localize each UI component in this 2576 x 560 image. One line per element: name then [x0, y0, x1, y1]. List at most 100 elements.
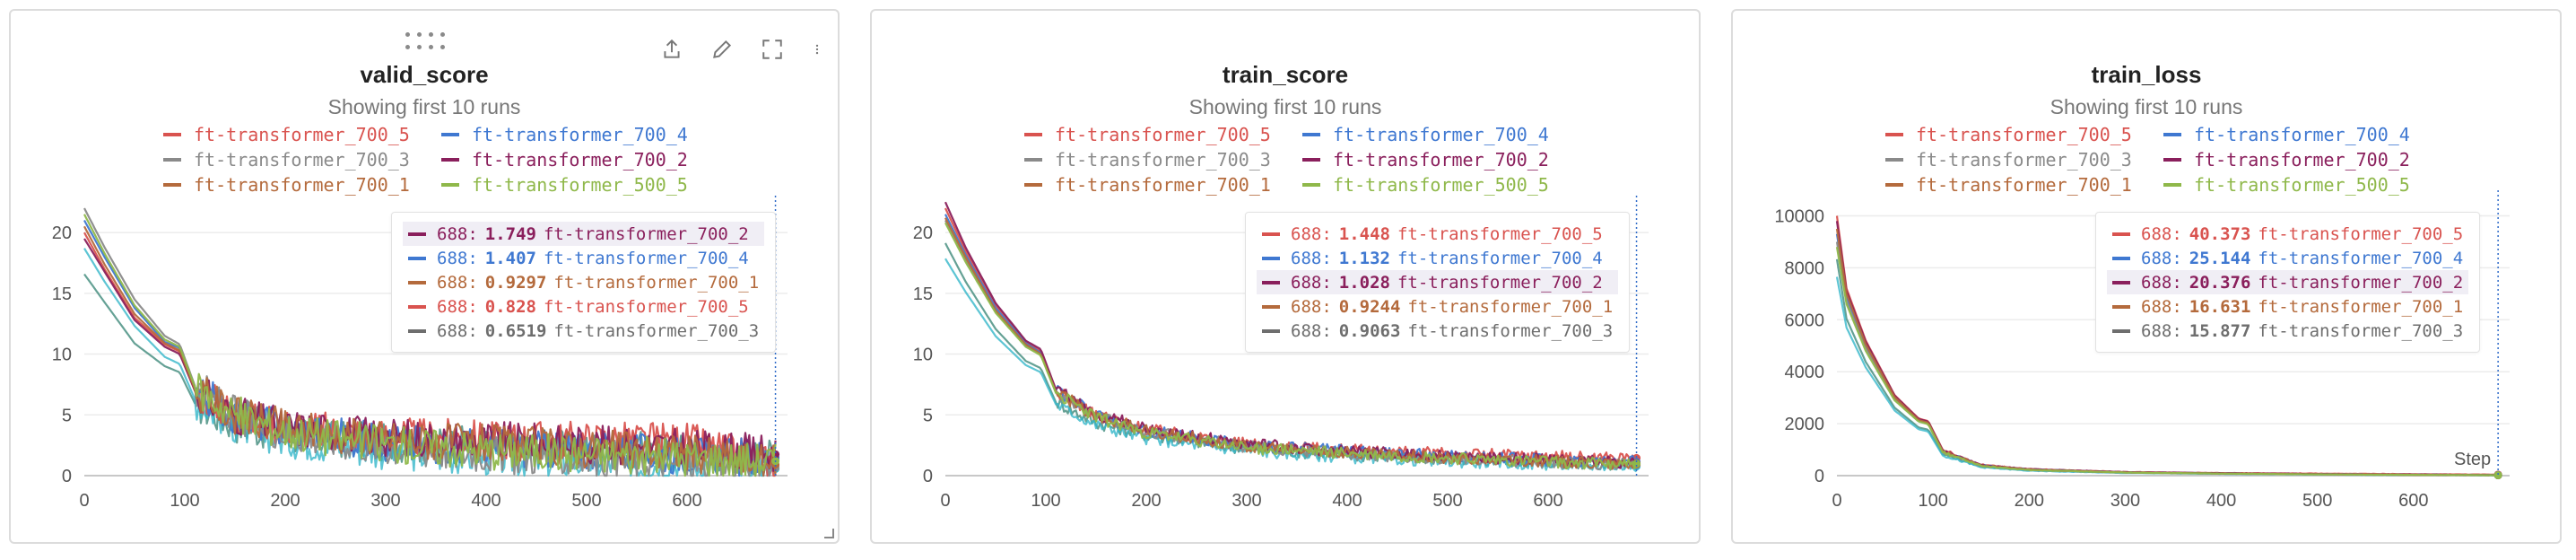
tooltip-swatch: [2112, 280, 2130, 284]
legend-item[interactable]: ft-transformer_700_4: [441, 122, 688, 147]
legend-item[interactable]: ft-transformer_700_4: [1302, 122, 1549, 147]
legend-label: ft-transformer_700_2: [1333, 149, 1549, 171]
tooltip-step: 688:: [2141, 320, 2182, 341]
tooltip-swatch: [408, 232, 426, 236]
legend-swatch: [2163, 183, 2181, 187]
x-tick-label: 0: [940, 491, 950, 511]
legend-swatch: [1024, 133, 1042, 136]
y-tick-label: 5: [923, 406, 933, 425]
more-icon[interactable]: [811, 38, 823, 61]
x-tick-label: 600: [1533, 491, 1562, 511]
x-tick-label: 600: [2398, 491, 2428, 511]
share-icon[interactable]: [660, 38, 683, 61]
x-tick-label: 300: [2110, 491, 2140, 511]
tooltip-row: 688: 1.132 ft-transformer_700_4: [1257, 246, 1618, 270]
tooltip-row: 688: 20.376 ft-transformer_700_2: [2107, 270, 2469, 294]
series-line-ft-transformer_500_5: [944, 222, 1638, 470]
tooltip-run: ft-transformer_700_5: [543, 296, 749, 317]
legend-item[interactable]: ft-transformer_700_1: [1885, 172, 2132, 197]
chart-subtitle: Showing first 10 runs: [2049, 95, 2243, 118]
tooltip-value: 20.376: [2189, 272, 2251, 293]
legend-item[interactable]: ft-transformer_500_5: [441, 172, 688, 197]
chart-panel-valid-score[interactable]: valid_score Showing first 10 runs ft-tra…: [9, 9, 840, 544]
tooltip-swatch: [1262, 328, 1280, 333]
x-tick-label: 100: [1031, 491, 1060, 511]
legend-swatch: [441, 133, 459, 136]
legend-label: ft-transformer_700_3: [1916, 149, 2132, 171]
tooltip-value: 1.407: [484, 248, 536, 268]
legend-item[interactable]: ft-transformer_700_1: [163, 172, 410, 197]
tooltip-swatch: [1262, 256, 1280, 260]
tooltip-value: 1.028: [1338, 272, 1390, 293]
legend-item[interactable]: ft-transformer_700_2: [441, 147, 688, 172]
chart-panel-train-score[interactable]: train_score Showing first 10 runs ft-tra…: [870, 9, 1701, 544]
y-tick-label: 10000: [1774, 206, 1824, 226]
tooltip-value: 1.749: [484, 223, 536, 244]
legend-item[interactable]: ft-transformer_700_3: [1885, 147, 2132, 172]
legend-item[interactable]: ft-transformer_700_2: [1302, 147, 1549, 172]
legend-item[interactable]: ft-transformer_700_1: [1024, 172, 1271, 197]
tooltip-swatch: [1262, 304, 1280, 309]
drag-handle-icon[interactable]: [405, 32, 447, 54]
tooltip-step: 688:: [1291, 272, 1332, 293]
hover-tooltip: 688: 1.448 ft-transformer_700_5 688: 1.132…: [1245, 212, 1631, 353]
tooltip-step: 688:: [2141, 248, 2182, 268]
y-tick-label: 15: [913, 284, 933, 304]
tooltip-step: 688:: [1291, 320, 1332, 341]
legend-label: ft-transformer_700_1: [1916, 174, 2132, 196]
tooltip-swatch: [408, 256, 426, 260]
x-tick-label: 400: [1332, 491, 1362, 511]
legend-label: ft-transformer_500_5: [472, 174, 688, 196]
tooltip-row: 688: 1.028 ft-transformer_700_2: [1257, 270, 1619, 294]
edit-icon[interactable]: [710, 38, 734, 61]
legend-item[interactable]: ft-transformer_700_5: [1885, 122, 2132, 147]
tooltip-run: ft-transformer_700_4: [543, 248, 749, 268]
tooltip-run: ft-transformer_700_3: [1407, 320, 1614, 341]
tooltip-value: 25.144: [2189, 248, 2251, 268]
legend-swatch: [1302, 133, 1320, 136]
tooltip-value: 0.9297: [484, 272, 547, 293]
tooltip-row: 688: 1.448 ft-transformer_700_5: [1257, 222, 1618, 246]
legend-label: ft-transformer_700_3: [194, 149, 410, 171]
legend-swatch: [1024, 158, 1042, 162]
tooltip-step: 688:: [437, 223, 478, 244]
tooltip-swatch: [2112, 304, 2130, 309]
legend-label: ft-transformer_700_3: [1055, 149, 1271, 171]
series-line-ft-transformer_500_5: [83, 214, 777, 477]
legend-item[interactable]: ft-transformer_700_4: [2163, 122, 2410, 147]
tooltip-step: 688:: [2141, 223, 2182, 244]
hover-point: [1632, 459, 1641, 468]
hover-tooltip: 688: 40.373 ft-transformer_700_5 688: 25.1…: [2095, 212, 2481, 353]
chart-title: train_loss: [2091, 61, 2202, 88]
legend-item[interactable]: ft-transformer_700_3: [163, 147, 410, 172]
legend-label: ft-transformer_700_4: [1333, 124, 1549, 145]
resize-handle-icon[interactable]: [822, 526, 834, 538]
chart-panel-train-loss[interactable]: train_loss Showing first 10 runs ft-tran…: [1731, 9, 2562, 544]
tooltip-run: ft-transformer_700_3: [553, 320, 760, 341]
y-tick-label: 0: [923, 467, 933, 486]
fullscreen-icon[interactable]: [761, 38, 784, 61]
x-tick-label: 300: [1231, 491, 1261, 511]
tooltip-swatch: [1262, 232, 1280, 236]
tooltip-step: 688:: [437, 320, 478, 341]
tooltip-value: 0.828: [484, 296, 536, 317]
legend-item[interactable]: ft-transformer_700_3: [1024, 147, 1271, 172]
tooltip-value: 0.6519: [484, 320, 547, 341]
legend-item[interactable]: ft-transformer_700_2: [2163, 147, 2410, 172]
tooltip-swatch: [408, 304, 426, 309]
tooltip-run: ft-transformer_700_4: [2258, 248, 2464, 268]
legend-label: ft-transformer_700_4: [472, 124, 688, 145]
legend-item[interactable]: ft-transformer_500_5: [1302, 172, 1549, 197]
legend-item[interactable]: ft-transformer_700_5: [163, 122, 410, 147]
y-tick-label: 20: [52, 223, 72, 243]
tooltip-row: 688: 0.6519 ft-transformer_700_3: [403, 319, 764, 343]
legend-item[interactable]: ft-transformer_500_5: [2163, 172, 2410, 197]
legend-item[interactable]: ft-transformer_700_5: [1024, 122, 1271, 147]
tooltip-row: 688: 0.9063 ft-transformer_700_3: [1257, 319, 1618, 343]
tooltip-swatch: [1262, 280, 1280, 284]
legend-swatch: [1302, 183, 1320, 187]
y-tick-label: 20: [913, 223, 933, 243]
legend-label: ft-transformer_500_5: [1333, 174, 1549, 196]
x-tick-label: 100: [1918, 491, 1947, 511]
